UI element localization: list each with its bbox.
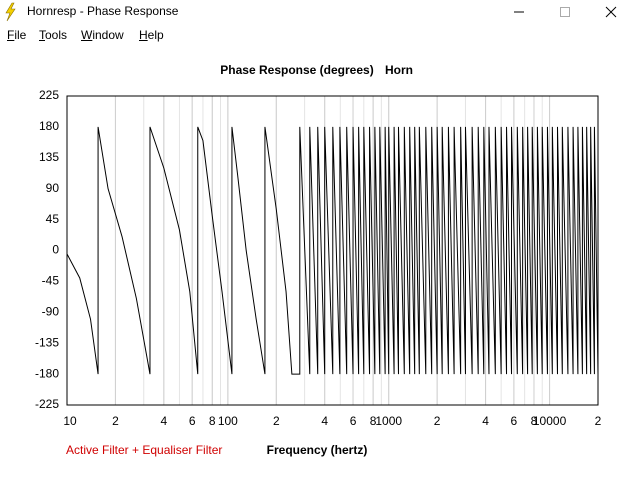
x-tick-label: 1000	[375, 414, 402, 428]
menu-item[interactable]: File	[7, 28, 27, 42]
menu-item[interactable]: Window	[81, 28, 124, 42]
x-tick-label: 8	[370, 414, 377, 428]
x-tick-label: 100	[218, 414, 238, 428]
y-tick-label: 45	[46, 212, 60, 226]
status-footer: Active Filter + Equaliser Filter	[66, 443, 222, 457]
y-tick-label: 180	[39, 119, 59, 133]
phase-line	[67, 126, 598, 375]
x-tick-label: 10	[63, 414, 77, 428]
series-group	[67, 126, 598, 375]
x-tick-label: 2	[595, 414, 602, 428]
app-icon	[5, 2, 16, 22]
y-tick-label: -180	[35, 366, 59, 380]
window-title: Hornresp - Phase Response	[27, 4, 179, 18]
x-tick-label: 4	[482, 414, 489, 428]
y-tick-label: -135	[35, 335, 59, 349]
menu-item[interactable]: Tools	[39, 28, 68, 42]
x-tick-label: 8	[531, 414, 538, 428]
x-tick-label: 6	[511, 414, 518, 428]
y-tick-label: 90	[46, 181, 60, 195]
y-tick-label: -45	[42, 274, 60, 288]
y-tick-label: 225	[39, 88, 59, 102]
x-tick-label: 6	[189, 414, 196, 428]
x-tick-label: 4	[321, 414, 328, 428]
y-tick-label: -90	[42, 304, 60, 318]
y-tick-label: -225	[35, 397, 59, 411]
x-axis-label: Frequency (hertz)	[267, 443, 368, 457]
close-button[interactable]	[605, 6, 617, 18]
title-bar-icons	[5, 2, 617, 22]
x-tick-label: 10000	[533, 414, 567, 428]
x-tick-label: 2	[434, 414, 441, 428]
x-tick-label: 4	[161, 414, 168, 428]
y-tick-label: 0	[52, 243, 59, 257]
chart-subtitle: Horn	[385, 63, 413, 77]
x-tick-label: 6	[350, 414, 357, 428]
maximize-button[interactable]	[560, 7, 570, 17]
title-bar: Hornresp - Phase Response	[0, 0, 635, 24]
x-tick-label: 2	[273, 414, 280, 428]
x-tick-label: 8	[209, 414, 216, 428]
chart-title: Phase Response (degrees)	[220, 63, 373, 77]
menu-item[interactable]: Help	[139, 28, 164, 42]
x-tick-label: 2	[112, 414, 119, 428]
y-tick-label: 135	[39, 150, 59, 164]
